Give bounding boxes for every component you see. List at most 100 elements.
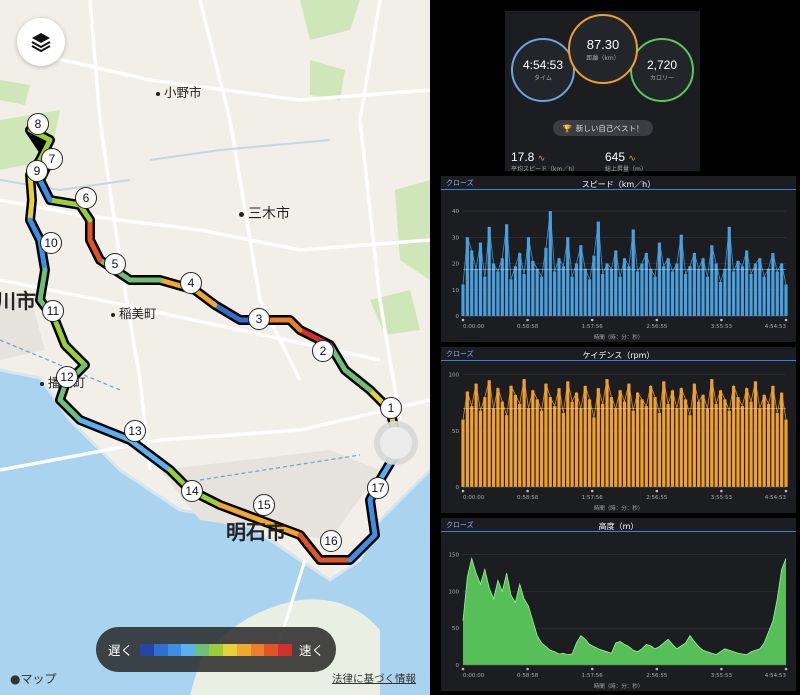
close-button[interactable]: クローズ — [446, 350, 474, 358]
x-tick-dot — [655, 318, 659, 322]
x-tick-dot — [784, 489, 788, 493]
km-marker[interactable]: 12 — [56, 366, 78, 388]
cadence-chart[interactable]: 0 50 100 0:00:00 0:58:58 1:57:56 2:56:55 3:55:5… — [441, 347, 796, 513]
km-marker[interactable]: 5 — [104, 253, 126, 275]
km-marker[interactable]: 16 — [320, 530, 342, 552]
x-tick-label: 4:54:53 — [765, 324, 787, 330]
x-tick-dot — [526, 667, 529, 671]
km-marker[interactable]: 10 — [40, 232, 62, 254]
route-map[interactable]: 小野市 三木市 稲美町 播磨町 明石市 川市 8 7 9 6 10 5 4 11… — [0, 0, 430, 695]
calories-ring: 2,720 カロリー — [630, 38, 694, 102]
y-tick-label: 40 — [452, 209, 459, 215]
elevation-area — [463, 558, 786, 665]
km-marker[interactable]: 11 — [42, 300, 64, 322]
close-button[interactable]: クローズ — [446, 179, 474, 187]
y-tick-label: 0 — [456, 314, 460, 320]
x-tick-dot — [784, 318, 788, 322]
speed-icon: ∿ — [537, 153, 546, 163]
x-tick-dot — [655, 489, 659, 493]
map-attribution: ●マップ — [10, 672, 57, 686]
x-tick-label: 4:54:53 — [765, 673, 787, 679]
map-base — [0, 0, 430, 695]
trophy-icon: 🏆 — [562, 123, 572, 133]
elevation-chart-title: 高度（m） — [598, 522, 639, 531]
x-tick-dot — [461, 667, 465, 671]
speed-legend-swatch — [140, 643, 154, 656]
legal-info-link[interactable]: 法律に基づく情報 — [332, 673, 416, 685]
speed-legend-slow-label: 遅く — [108, 643, 134, 658]
km-marker[interactable]: 6 — [75, 187, 97, 209]
speed-chart[interactable]: 0 10 20 30 40 0:00:00 0:58:58 1:57:56 2:56:55 3:5… — [441, 176, 796, 342]
x-tick-dot — [461, 489, 465, 493]
x-tick-label: 2:56:55 — [646, 324, 668, 330]
avg-speed-value: 17.8 ∿ — [511, 150, 546, 164]
km-marker[interactable]: 15 — [253, 494, 275, 516]
km-marker[interactable]: 8 — [27, 113, 49, 135]
y-tick-label: 30 — [452, 235, 459, 241]
speed-gradient-bar — [140, 643, 292, 656]
calories-label: カロリー — [649, 75, 674, 82]
y-tick-label: 50 — [452, 626, 459, 632]
y-tick-label: 0 — [456, 663, 460, 669]
close-button[interactable]: クローズ — [446, 521, 474, 529]
x-axis-label: 時間（時：分：秒） — [593, 506, 644, 512]
x-tick-dot — [590, 318, 594, 322]
km-marker[interactable]: 2 — [312, 340, 334, 362]
km-marker[interactable]: 17 — [367, 477, 389, 499]
x-tick-label: 0:58:58 — [517, 495, 539, 501]
avg-speed-label: 平均スピード（km／h） — [511, 166, 579, 173]
elevation-icon: ∿ — [628, 153, 636, 163]
x-axis-label: 時間（時：分：秒） — [593, 335, 644, 341]
distance-label: 距離（km） — [586, 54, 620, 62]
calories-value: 2,720 — [646, 58, 678, 72]
cadence-chart-title: ケイデンス（rpm） — [582, 351, 655, 360]
speed-legend-swatch — [195, 643, 210, 656]
speed-legend-swatch — [209, 643, 223, 656]
speed-legend: 遅く 速く — [96, 627, 336, 672]
map-layers-button[interactable] — [17, 18, 65, 66]
speed-legend-swatch — [167, 643, 182, 656]
speed-legend-swatch — [181, 643, 196, 656]
panel-header — [441, 176, 796, 190]
x-tick-dot — [784, 667, 788, 671]
personal-best-label: 新しい自己ベスト！ — [575, 123, 644, 133]
distance-ring: 87.30 距離（km） — [568, 14, 638, 84]
y-tick-label: 10 — [452, 288, 459, 294]
x-tick-label: 3:55:53 — [711, 495, 733, 501]
series-line — [462, 556, 787, 656]
km-marker[interactable]: 9 — [26, 160, 48, 182]
speed-legend-swatch — [222, 643, 237, 656]
x-tick-label: 0:00:00 — [463, 673, 485, 679]
elevation-chart[interactable]: 0 50 100 150 0:00:00 0:58:58 1:57:56 2:56:55 3:5… — [441, 518, 796, 691]
x-tick-label: 1:57:56 — [582, 324, 604, 330]
x-tick-dot — [461, 318, 465, 322]
time-value: 4:54:53 — [522, 58, 564, 72]
panel-header — [441, 347, 796, 361]
x-tick-label: 1:57:56 — [582, 673, 604, 679]
km-marker[interactable]: 3 — [248, 308, 270, 330]
y-tick-label: 100 — [449, 589, 460, 595]
series-line — [462, 379, 787, 420]
x-tick-label: 0:58:58 — [517, 673, 539, 679]
x-tick-label: 4:54:53 — [765, 495, 787, 501]
x-tick-dot — [720, 318, 723, 322]
town-label-inami: 稲美町 — [111, 303, 157, 322]
x-tick-label: 2:56:55 — [646, 673, 668, 679]
km-marker[interactable]: 14 — [181, 480, 203, 502]
km-marker[interactable]: 4 — [180, 272, 202, 294]
x-tick-dot — [526, 318, 529, 322]
km-marker[interactable]: 1 — [380, 397, 402, 419]
speed-legend-swatch — [236, 643, 251, 656]
speed-legend-fast-label: 速く — [298, 643, 324, 658]
km-marker[interactable]: 13 — [124, 420, 146, 442]
x-tick-dot — [655, 667, 659, 671]
elevation-chart-panel: クローズ 高度（m） 0 50 100 150 0:00:00 0:58:58 1:57:5… — [441, 518, 796, 691]
x-tick-dot — [720, 489, 723, 493]
x-tick-label: 0:00:00 — [463, 495, 485, 501]
x-tick-label: 2:56:55 — [646, 495, 668, 501]
speed-legend-swatch — [153, 643, 168, 656]
x-tick-label: 1:57:56 — [582, 495, 604, 501]
personal-best-button[interactable]: 🏆 新しい自己ベスト！ — [553, 120, 653, 136]
elev-gain-label: 総上昇量（m） — [605, 166, 647, 173]
series-line — [462, 211, 787, 285]
